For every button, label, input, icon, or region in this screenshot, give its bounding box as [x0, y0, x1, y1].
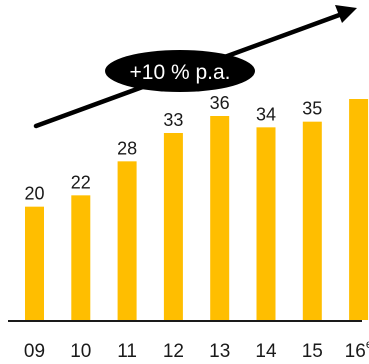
value-label-10: 22 — [71, 172, 91, 192]
x-tick-label-13: 13 — [209, 341, 230, 362]
x-tick-label-12: 12 — [163, 341, 184, 362]
value-label-11: 28 — [117, 138, 137, 158]
x-tick-label-15: 15 — [302, 341, 323, 362]
bar-13 — [210, 116, 230, 320]
value-label-15: 35 — [302, 99, 322, 119]
value-label-09: 20 — [24, 184, 44, 204]
x-tick-label-10: 10 — [70, 341, 91, 362]
value-labels-group: 20 22 28 33 36 34 35 — [24, 93, 322, 204]
bar-14 — [256, 127, 276, 320]
bar-15 — [302, 121, 322, 321]
bars-group — [25, 99, 369, 321]
x-tick-labels-group: 09 10 11 12 13 14 15 16e — [24, 337, 369, 362]
growth-badge: +10 % p.a. — [105, 50, 255, 92]
x-tick-label-11: 11 — [117, 341, 137, 362]
value-label-12: 33 — [163, 110, 183, 130]
badge-ellipse — [105, 50, 255, 92]
growth-rate-annotation: +10 % p.a. — [130, 61, 231, 84]
bar-12 — [163, 133, 183, 320]
x-tick-label-16: 16e — [345, 337, 369, 362]
bar-11 — [117, 161, 137, 320]
bar-16 — [349, 99, 369, 320]
bar-10 — [71, 195, 91, 320]
x-tick-label-09: 09 — [24, 341, 45, 362]
bar-09 — [25, 206, 44, 320]
arrow-head-icon — [335, 5, 357, 23]
estimate-superscript: e — [366, 337, 369, 351]
value-label-13: 36 — [210, 93, 230, 113]
value-label-14: 34 — [256, 104, 276, 124]
x-tick-label-14: 14 — [255, 341, 277, 362]
